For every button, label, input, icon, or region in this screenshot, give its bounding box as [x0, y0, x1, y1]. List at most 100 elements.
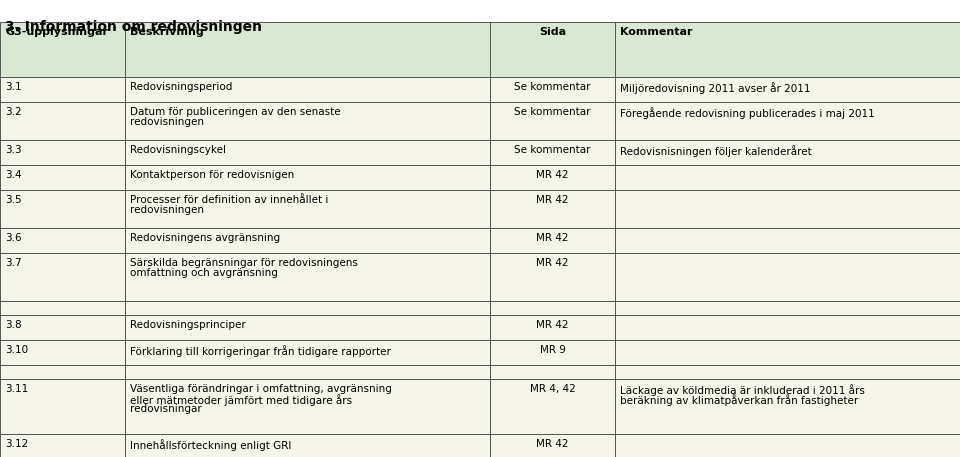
Text: eller mätmetoder jämfört med tidigare års: eller mätmetoder jämfört med tidigare år…: [130, 394, 352, 406]
Bar: [615, 253, 960, 301]
Bar: [125, 365, 490, 379]
Text: Redovisningens avgränsning: Redovisningens avgränsning: [130, 233, 280, 243]
Text: MR 42: MR 42: [537, 170, 568, 180]
Bar: [490, 77, 615, 102]
Bar: [0, 379, 125, 434]
Text: 3.5: 3.5: [5, 195, 22, 205]
Bar: [0, 165, 125, 190]
Bar: [615, 301, 960, 315]
Text: 3.2: 3.2: [5, 107, 22, 117]
Text: beräkning av klimatpåverkan från fastigheter: beräkning av klimatpåverkan från fastigh…: [620, 394, 858, 406]
Text: Redovisningsperiod: Redovisningsperiod: [130, 82, 232, 92]
Text: 3.11: 3.11: [5, 384, 28, 394]
Text: 3.4: 3.4: [5, 170, 22, 180]
Bar: [615, 22, 960, 77]
Text: Miljöredovisning 2011 avser år 2011: Miljöredovisning 2011 avser år 2011: [620, 82, 810, 94]
Bar: [125, 102, 490, 140]
Text: Sida: Sida: [539, 27, 566, 37]
Text: MR 42: MR 42: [537, 439, 568, 449]
Text: Väsentliga förändringar i omfattning, avgränsning: Väsentliga förändringar i omfattning, av…: [130, 384, 392, 394]
Bar: [490, 365, 615, 379]
Text: Se kommentar: Se kommentar: [515, 82, 590, 92]
Bar: [125, 165, 490, 190]
Text: redovisningen: redovisningen: [130, 205, 204, 215]
Text: 3.10: 3.10: [5, 345, 28, 355]
Text: Kontaktperson för redovisnigen: Kontaktperson för redovisnigen: [130, 170, 295, 180]
Text: Innehållsförteckning enligt GRI: Innehållsförteckning enligt GRI: [130, 439, 292, 451]
Bar: [0, 102, 125, 140]
Text: 3.8: 3.8: [5, 320, 22, 330]
Text: G3-upplysningar: G3-upplysningar: [5, 27, 108, 37]
Text: Förklaring till korrigeringar från tidigare rapporter: Förklaring till korrigeringar från tidig…: [130, 345, 391, 357]
Text: MR 4, 42: MR 4, 42: [530, 384, 575, 394]
Text: Beskrivning: Beskrivning: [130, 27, 204, 37]
Text: Läckage av köldmedia är inkluderad i 2011 års: Läckage av köldmedia är inkluderad i 201…: [620, 384, 865, 396]
Bar: [125, 140, 490, 165]
Bar: [490, 434, 615, 457]
Bar: [490, 190, 615, 228]
Text: Föregående redovisning publicerades i maj 2011: Föregående redovisning publicerades i ma…: [620, 107, 875, 119]
Bar: [615, 379, 960, 434]
Text: 3.6: 3.6: [5, 233, 22, 243]
Text: Redovisnisningen följer kalenderåret: Redovisnisningen följer kalenderåret: [620, 145, 812, 157]
Text: Processer för definition av innehållet i: Processer för definition av innehållet i: [130, 195, 328, 205]
Text: redovisningen: redovisningen: [130, 117, 204, 127]
Bar: [490, 340, 615, 365]
Bar: [615, 340, 960, 365]
Text: MR 42: MR 42: [537, 195, 568, 205]
Bar: [490, 140, 615, 165]
Bar: [490, 102, 615, 140]
Text: omfattning och avgränsning: omfattning och avgränsning: [130, 268, 277, 278]
Bar: [615, 77, 960, 102]
Bar: [490, 301, 615, 315]
Text: Särskilda begränsningar för redovisningens: Särskilda begränsningar för redovisninge…: [130, 258, 358, 268]
Bar: [125, 379, 490, 434]
Bar: [0, 340, 125, 365]
Bar: [0, 365, 125, 379]
Bar: [615, 228, 960, 253]
Bar: [125, 77, 490, 102]
Bar: [615, 165, 960, 190]
Bar: [490, 253, 615, 301]
Bar: [490, 315, 615, 340]
Text: Datum för publiceringen av den senaste: Datum för publiceringen av den senaste: [130, 107, 341, 117]
Bar: [0, 434, 125, 457]
Text: Redovisningscykel: Redovisningscykel: [130, 145, 226, 155]
Text: MR 42: MR 42: [537, 258, 568, 268]
Bar: [615, 190, 960, 228]
Bar: [125, 253, 490, 301]
Bar: [490, 379, 615, 434]
Bar: [615, 365, 960, 379]
Bar: [490, 228, 615, 253]
Text: Se kommentar: Se kommentar: [515, 107, 590, 117]
Bar: [0, 315, 125, 340]
Bar: [125, 315, 490, 340]
Text: MR 42: MR 42: [537, 320, 568, 330]
Text: Redovisningsprinciper: Redovisningsprinciper: [130, 320, 246, 330]
Bar: [0, 190, 125, 228]
Bar: [0, 22, 125, 77]
Text: redovisningar: redovisningar: [130, 404, 202, 414]
Bar: [0, 228, 125, 253]
Text: 3. Information om redovisningen: 3. Information om redovisningen: [5, 20, 262, 34]
Bar: [490, 22, 615, 77]
Bar: [615, 140, 960, 165]
Bar: [0, 253, 125, 301]
Bar: [0, 77, 125, 102]
Bar: [615, 315, 960, 340]
Text: Se kommentar: Se kommentar: [515, 145, 590, 155]
Text: MR 9: MR 9: [540, 345, 565, 355]
Bar: [125, 22, 490, 77]
Bar: [125, 340, 490, 365]
Bar: [125, 190, 490, 228]
Bar: [615, 102, 960, 140]
Text: 3.12: 3.12: [5, 439, 28, 449]
Text: MR 42: MR 42: [537, 233, 568, 243]
Text: 3.1: 3.1: [5, 82, 22, 92]
Bar: [490, 165, 615, 190]
Bar: [125, 301, 490, 315]
Bar: [0, 140, 125, 165]
Bar: [0, 301, 125, 315]
Bar: [615, 434, 960, 457]
Bar: [125, 228, 490, 253]
